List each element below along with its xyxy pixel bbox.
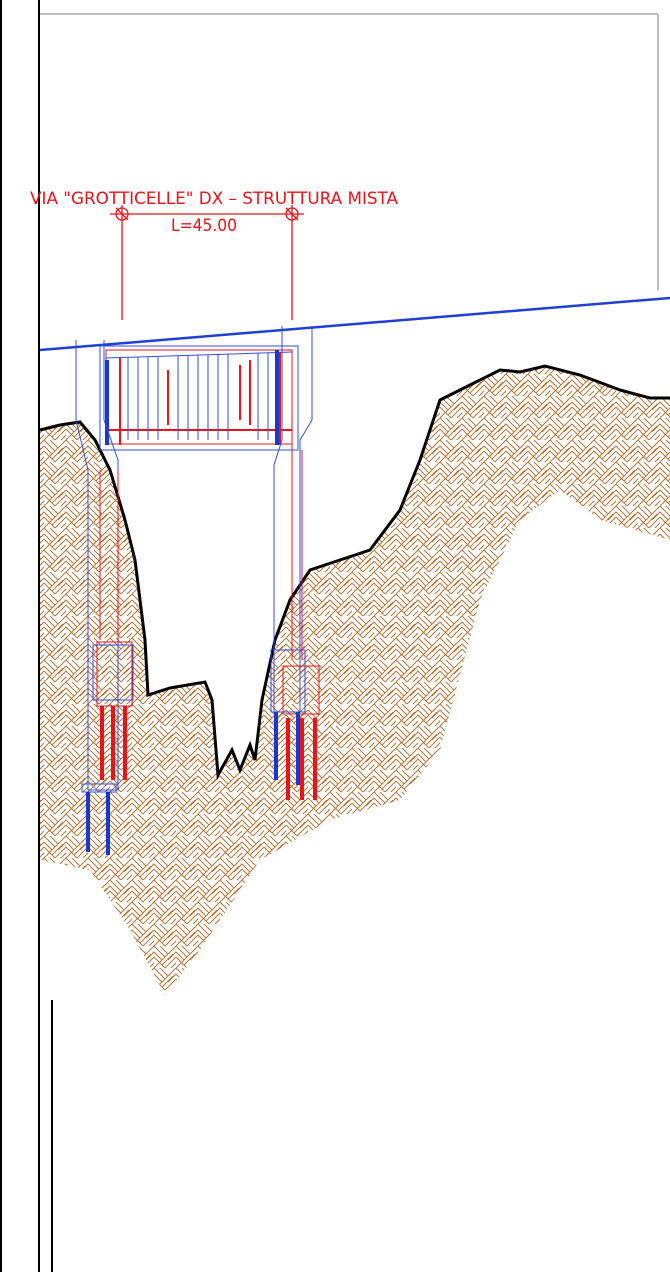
span-dimension: L=45.00: [171, 216, 237, 236]
bridge-deck: [99, 345, 299, 451]
left-piles: [86, 706, 127, 855]
right-abutment: [270, 326, 320, 715]
left-abutment: [75, 340, 134, 793]
road-line: [39, 296, 670, 352]
soil-hatch: [40, 366, 670, 995]
drawing-title: VIA "GROTTICELLE" DX – STRUTTURA MISTA: [30, 189, 398, 209]
right-piles: [274, 712, 317, 800]
terrain-profile: [39, 364, 670, 781]
dimension: [110, 205, 304, 320]
